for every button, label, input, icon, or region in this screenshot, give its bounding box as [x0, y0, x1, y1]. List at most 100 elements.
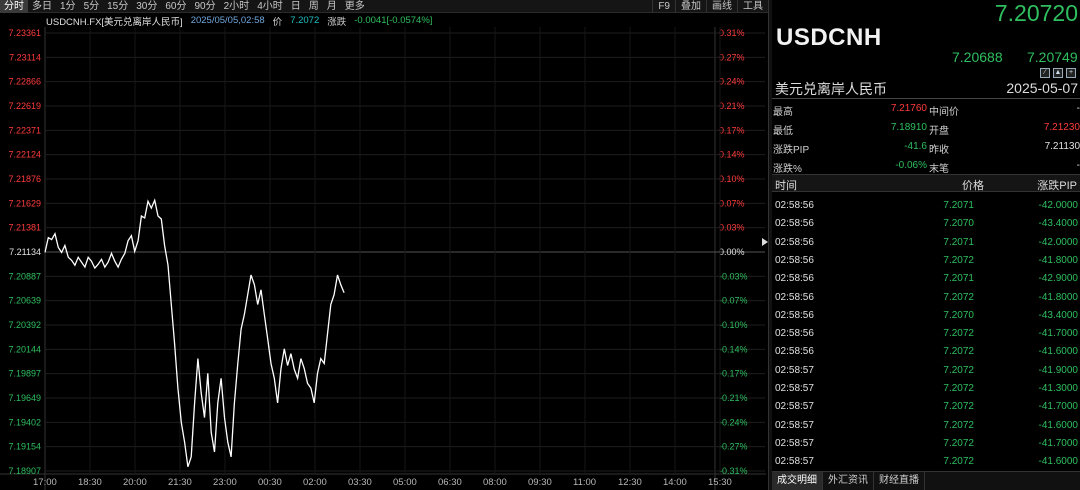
pct-tick-label: -0.14% — [719, 344, 748, 354]
trade-change: -42.0000 — [1038, 236, 1078, 248]
table-row[interactable]: 02:58:57 7.2072 -41.7000 — [772, 435, 1080, 453]
period-tab-13[interactable]: 更多 — [344, 0, 365, 12]
period-tab-11[interactable]: 周 — [308, 0, 319, 12]
pct-tick-label: -0.24% — [719, 417, 748, 427]
intraday-chart[interactable]: 7.23361 0.31% 7.23114 0.27% 7.22866 0.24% 7.22… — [0, 27, 766, 490]
stat-prev: 7.21130 — [1044, 141, 1080, 152]
pct-tick-label: 0.03% — [719, 223, 745, 233]
pct-tick-label: 0.07% — [719, 198, 745, 208]
period-tab-1[interactable]: 多日 — [32, 0, 52, 12]
y-tick-label: 7.19649 — [8, 393, 41, 403]
trade-price: 7.2072 — [943, 456, 974, 468]
table-row[interactable]: 02:58:57 7.2072 -41.3000 — [772, 380, 1080, 398]
trade-price: 7.2072 — [943, 401, 974, 413]
x-tick-label: 11:00 — [573, 477, 596, 488]
panel-tab-1[interactable]: 外汇资讯 — [823, 472, 874, 490]
table-row[interactable]: 02:58:56 7.2071 -42.0000 — [772, 197, 1080, 215]
x-tick-label: 00:30 — [258, 477, 282, 488]
trade-change: -41.6000 — [1038, 346, 1078, 358]
period-tab-12[interactable]: 月 — [326, 0, 337, 12]
table-row[interactable]: 02:58:56 7.2072 -41.8000 — [772, 289, 1080, 307]
panel-tab-2[interactable]: 财经直播 — [874, 472, 925, 490]
trade-price: 7.2072 — [943, 346, 974, 358]
ask-price: 7.20749 — [1027, 49, 1078, 65]
x-tick-label: 14:00 — [663, 477, 687, 488]
table-row[interactable]: 02:58:56 7.2072 -41.8000 — [772, 252, 1080, 270]
trade-time: 02:58:57 — [775, 456, 814, 468]
x-tick-label: 03:30 — [348, 477, 372, 488]
table-row[interactable]: 02:58:57 7.2072 -41.6000 — [772, 417, 1080, 435]
y-tick-label: 7.20144 — [8, 344, 41, 354]
alert-icon[interactable]: ▲ — [1053, 68, 1063, 78]
trade-change: -41.6000 — [1038, 456, 1078, 468]
table-row[interactable]: 02:58:57 7.2072 -41.7000 — [772, 398, 1080, 416]
x-tick-label: 17:00 — [33, 477, 57, 488]
info-datetime: 2025/05/05,02:58 — [190, 15, 265, 26]
trade-change: -41.7000 — [1038, 328, 1078, 340]
stat-high: 7.21760 — [890, 103, 927, 114]
stat-pip: -41.6 — [904, 141, 927, 152]
collapse-arrow-icon[interactable] — [762, 238, 768, 246]
table-row[interactable]: 02:58:56 7.2071 -42.0000 — [772, 234, 1080, 252]
trade-change: -41.3000 — [1038, 383, 1078, 394]
add-icon[interactable]: + — [1066, 68, 1076, 78]
trade-time: 02:58:57 — [775, 364, 814, 376]
bid-price: 7.20688 — [952, 49, 1003, 65]
trade-time: 02:58:56 — [775, 200, 814, 211]
tool-button-1[interactable]: 叠加 — [675, 0, 706, 13]
table-row[interactable]: 02:58:57 7.2072 -41.9000 — [772, 362, 1080, 380]
pct-tick-label: 0.27% — [719, 52, 745, 62]
col-price: 价格 — [962, 180, 984, 192]
x-tick-label: 12:30 — [618, 477, 642, 488]
trade-time: 02:58:56 — [775, 309, 814, 321]
panel-splitter[interactable] — [768, 0, 772, 490]
trade-time: 02:58:56 — [775, 273, 814, 285]
edit-icon[interactable]: ∕ — [1040, 68, 1050, 78]
period-tab-3[interactable]: 5分 — [83, 0, 100, 12]
trade-change: -41.8000 — [1038, 291, 1078, 303]
period-tab-5[interactable]: 30分 — [136, 0, 158, 12]
x-tick-label: 05:00 — [393, 477, 417, 488]
tool-button-2[interactable]: 画线 — [706, 0, 737, 13]
table-row[interactable]: 02:58:56 7.2070 -43.4000 — [772, 307, 1080, 325]
y-tick-label: 7.22619 — [8, 101, 41, 111]
trade-price: 7.2072 — [943, 419, 974, 431]
table-row[interactable]: 02:58:56 7.2071 -42.9000 — [772, 270, 1080, 288]
table-row[interactable]: 02:58:56 7.2070 -43.4000 — [772, 215, 1080, 233]
period-tab-8[interactable]: 2小时 — [223, 0, 250, 12]
trade-time: 02:58:56 — [775, 328, 814, 340]
stat-low-label: 最低 — [773, 126, 793, 137]
stat-last: - — [1076, 160, 1080, 171]
period-tab-10[interactable]: 日 — [290, 0, 301, 12]
period-tab-9[interactable]: 4小时 — [257, 0, 283, 12]
tool-button-3[interactable]: 工具 — [737, 0, 768, 13]
y-tick-label: 7.20887 — [8, 271, 41, 281]
info-change: -0.0041[-0.0574%] — [354, 15, 433, 26]
x-tick-label: 09:30 — [528, 477, 552, 488]
table-row[interactable]: 02:58:56 7.2072 -41.7000 — [772, 325, 1080, 343]
pct-tick-label: 0.14% — [719, 150, 745, 160]
trade-change: -41.6000 — [1038, 419, 1078, 431]
table-row[interactable]: 02:58:56 7.2072 -41.6000 — [772, 343, 1080, 361]
period-tab-4[interactable]: 15分 — [107, 0, 129, 12]
pct-tick-label: 0.17% — [719, 125, 745, 135]
period-tab-7[interactable]: 90分 — [194, 0, 216, 12]
trade-change: -42.0000 — [1038, 200, 1078, 211]
quote-date: 2025-05-07 — [1006, 80, 1078, 96]
info-change-label: 涨跌 — [327, 16, 347, 28]
pct-tick-label: 0.21% — [719, 101, 745, 111]
quote-info-line: USDCNH.FX[美元兑离岸人民币] 2025/05/05,02:58 价 7… — [46, 14, 433, 28]
period-tab-6[interactable]: 60分 — [165, 0, 187, 12]
trade-time: 02:58:56 — [775, 346, 814, 358]
pct-tick-label: -0.27% — [719, 442, 748, 452]
trade-change: -41.7000 — [1038, 401, 1078, 413]
period-tab-2[interactable]: 1分 — [60, 0, 76, 12]
y-tick-label: 7.19402 — [8, 417, 41, 427]
period-tab-0[interactable]: 分时 — [0, 0, 28, 13]
table-row[interactable]: 02:58:57 7.2072 -41.6000 — [772, 453, 1080, 471]
stat-mid: - — [1076, 103, 1080, 114]
tool-button-0[interactable]: F9 — [652, 0, 675, 13]
trade-time: 02:58:56 — [775, 254, 814, 266]
panel-tab-0[interactable]: 成交明细 — [772, 472, 823, 490]
y-tick-label: 7.22371 — [8, 125, 41, 135]
